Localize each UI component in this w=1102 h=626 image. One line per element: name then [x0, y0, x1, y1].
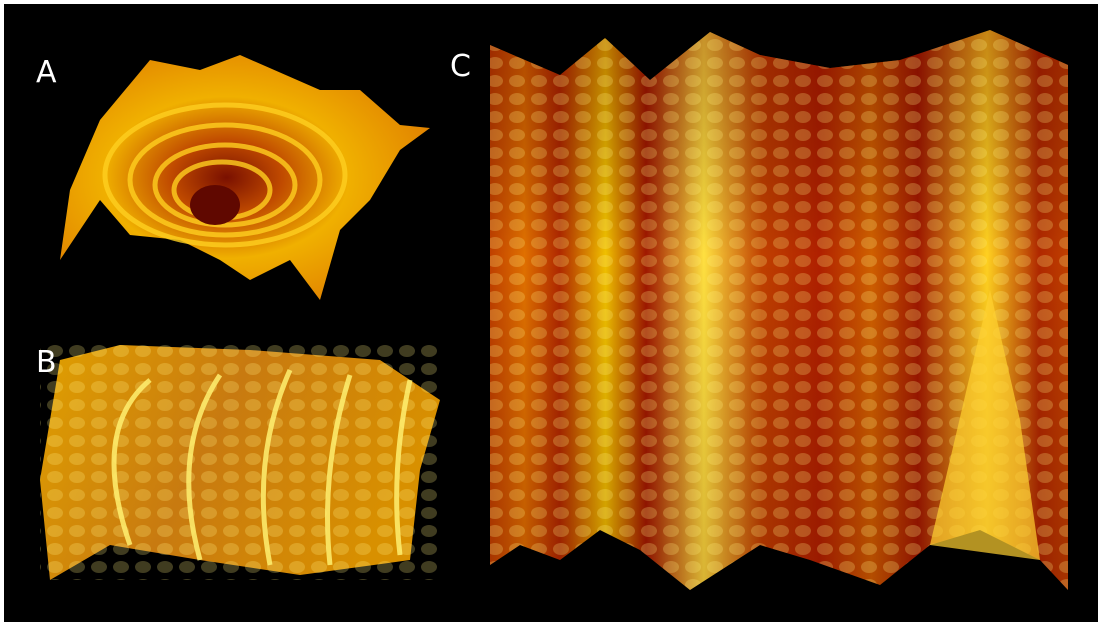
- panel-label: B: [36, 345, 57, 380]
- panel-c: [490, 30, 1068, 590]
- pit: [190, 185, 240, 225]
- panel-label: A: [36, 55, 57, 90]
- texture: [40, 345, 440, 580]
- panel-b: [40, 345, 440, 580]
- figure: A B C: [0, 0, 1102, 626]
- panel-label: C: [450, 49, 471, 84]
